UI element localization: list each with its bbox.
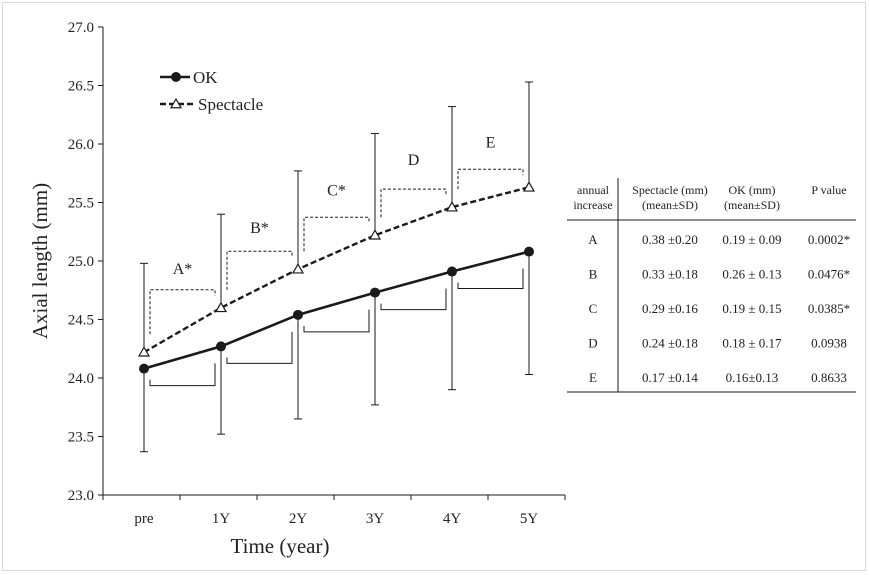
y-tick-label: 23.5: [68, 430, 94, 446]
table-cell: E: [589, 370, 597, 385]
ok-increase-bracket: [380, 288, 447, 311]
ok-point: [216, 341, 226, 352]
ok-increase-bracket: [226, 331, 293, 364]
x-tick-label: 5Y: [520, 511, 539, 527]
table-cell: 0.0385*: [808, 301, 850, 316]
ok-point: [447, 266, 457, 277]
table-header-cell: increase: [573, 198, 612, 212]
increase-label: E: [486, 134, 496, 151]
table-header-cell: Spectacle (mm): [632, 183, 708, 197]
ok-point: [524, 246, 534, 257]
table-cell: 0.17 ±0.14: [642, 370, 698, 385]
increase-label: A*: [173, 261, 193, 278]
spectacle-increase-bracket: [380, 188, 447, 218]
spectacle-series-line: [143, 186, 530, 354]
increase-label: B*: [250, 220, 269, 237]
table-cell: D: [588, 336, 597, 351]
ok-series-line: [143, 250, 530, 370]
table-header-cell: (mean±SD): [642, 198, 698, 212]
table-cell: 0.18 ± 0.17: [722, 336, 782, 351]
legend-spectacle-marker: [169, 97, 183, 109]
spectacle-point: [291, 262, 305, 274]
y-tick-label: 25.5: [68, 196, 94, 212]
table-cell: 0.29 ±0.16: [642, 301, 698, 316]
spectacle-point: [214, 301, 228, 313]
table-cell: C: [589, 301, 598, 316]
table-cell: 0.0476*: [808, 267, 850, 282]
ok-point: [293, 309, 303, 320]
table-cell: 0.26 ± 0.13: [722, 267, 781, 282]
increase-label: D: [408, 152, 420, 169]
x-tick-label: 3Y: [366, 511, 385, 527]
y-tick-label: 27.0: [68, 20, 94, 36]
table-cell: A: [588, 232, 598, 247]
spectacle-increase-bracket: [457, 168, 524, 190]
table-cell: 0.0002*: [808, 232, 850, 247]
table-cell: 0.19 ± 0.09: [722, 232, 781, 247]
table-cell: B: [589, 267, 598, 282]
table-cell: 0.0938: [811, 336, 847, 351]
x-tick-label: 2Y: [289, 511, 308, 527]
ok-increase-bracket: [457, 268, 524, 290]
table-header-cell: P value: [811, 183, 846, 197]
legend-spectacle-label: Spectacle: [198, 95, 263, 114]
ok-increase-bracket: [149, 363, 216, 387]
table-cell: 0.19 ± 0.15: [722, 301, 781, 316]
table-cell: 0.16±0.13: [726, 370, 779, 385]
table-header-cell: OK (mm): [729, 183, 776, 197]
legend-ok-marker: [171, 72, 181, 82]
table-cell: 0.38 ±0.20: [642, 232, 698, 247]
spectacle-increase-bracket: [149, 289, 216, 335]
table-cell: 0.24 ±0.18: [642, 336, 698, 351]
spectacle-point: [137, 346, 151, 357]
x-tick-label: pre: [134, 511, 153, 527]
spectacle-point: [522, 181, 536, 192]
table-cell: 0.33 ±0.18: [642, 267, 698, 282]
y-tick-label: 26.0: [68, 137, 94, 153]
increase-label: C*: [327, 182, 346, 199]
y-tick-label: 25.0: [68, 254, 94, 270]
x-axis-title: Time (year): [231, 534, 330, 558]
ok-point: [370, 287, 380, 298]
x-tick-label: 1Y: [212, 511, 231, 527]
spectacle-point: [445, 200, 459, 212]
table-header-cell: (mean±SD): [724, 198, 780, 212]
ok-increase-bracket: [303, 309, 370, 333]
y-tick-label: 24.5: [68, 313, 94, 329]
ok-point: [139, 363, 149, 374]
y-tick-label: 23.0: [68, 488, 94, 504]
table-header-cell: annual: [577, 183, 610, 197]
y-tick-label: 24.0: [68, 371, 94, 387]
legend-ok-label: OK: [193, 68, 218, 87]
spectacle-increase-bracket: [226, 250, 293, 290]
y-tick-label: 26.5: [68, 79, 94, 95]
spectacle-point: [368, 229, 382, 240]
spectacle-increase-bracket: [303, 216, 370, 252]
y-axis-title: Axial length (mm): [28, 183, 52, 339]
x-tick-label: 4Y: [443, 511, 462, 527]
table-cell: 0.8633: [811, 370, 847, 385]
